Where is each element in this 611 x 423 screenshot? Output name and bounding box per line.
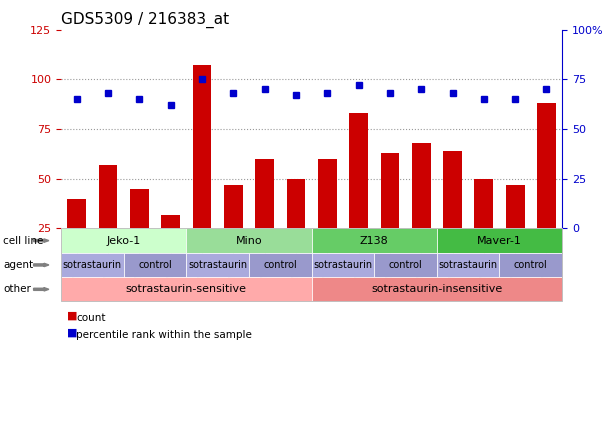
Text: control: control [263, 260, 297, 270]
Bar [67, 199, 86, 278]
Text: other: other [3, 284, 31, 294]
Text: sotrastaurin: sotrastaurin [313, 260, 373, 270]
Bar [130, 189, 149, 278]
Bar [287, 179, 306, 278]
Text: sotrastaurin: sotrastaurin [63, 260, 122, 270]
Text: control: control [138, 260, 172, 270]
Text: cell line: cell line [3, 236, 43, 246]
Text: sotrastaurin: sotrastaurin [439, 260, 498, 270]
Bar [537, 103, 556, 278]
Text: agent: agent [3, 260, 33, 270]
Bar [255, 159, 274, 278]
Bar [318, 159, 337, 278]
Text: Z138: Z138 [360, 236, 389, 246]
Bar [224, 185, 243, 278]
Bar [99, 165, 117, 278]
Text: sotrastaurin-insensitive: sotrastaurin-insensitive [371, 284, 502, 294]
Text: ■: ■ [67, 310, 78, 320]
Text: percentile rank within the sample: percentile rank within the sample [76, 330, 252, 341]
Text: sotrastaurin-sensitive: sotrastaurin-sensitive [126, 284, 247, 294]
Text: count: count [76, 313, 106, 324]
Text: GDS5309 / 216383_at: GDS5309 / 216383_at [61, 12, 229, 28]
Bar [349, 113, 368, 278]
Bar [381, 153, 400, 278]
Text: Mino: Mino [236, 236, 262, 246]
Bar [412, 143, 431, 278]
Text: control: control [389, 260, 422, 270]
Text: ■: ■ [67, 327, 78, 337]
Bar [443, 151, 462, 278]
Text: Maver-1: Maver-1 [477, 236, 522, 246]
Bar [192, 66, 211, 278]
Text: Jeko-1: Jeko-1 [106, 236, 141, 246]
Bar [475, 179, 493, 278]
Bar [161, 214, 180, 278]
Text: control: control [514, 260, 547, 270]
Bar [506, 185, 524, 278]
Text: sotrastaurin: sotrastaurin [188, 260, 247, 270]
